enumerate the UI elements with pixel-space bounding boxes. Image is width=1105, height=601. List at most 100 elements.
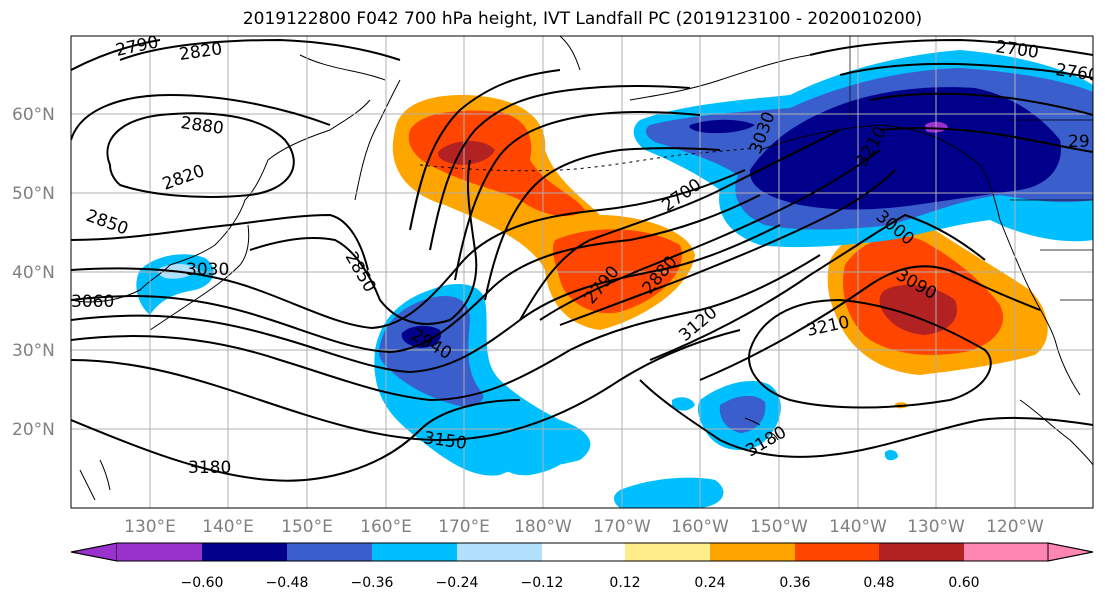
colorbar-segment: [542, 543, 625, 561]
lat-label: 40°N: [12, 263, 55, 283]
colorbar-segment: [202, 543, 287, 561]
shade-neg-subtrop2-mid: [719, 395, 766, 433]
lon-label: 170°W: [593, 517, 651, 537]
colorbar-tick-label: −0.24: [436, 575, 479, 591]
shade-neg-subtrop1: [499, 438, 573, 476]
contour-north-east4: [879, 127, 1093, 153]
colorbar-segment: [625, 543, 710, 561]
height-contours: [71, 38, 1093, 482]
colorbar-segment: [795, 543, 879, 561]
contour-3150: [71, 329, 741, 442]
contour-2850-wave: [249, 159, 478, 325]
lon-label: 130°W: [907, 517, 965, 537]
colorbar-tick-label: −0.48: [266, 575, 309, 591]
lon-label: 150°W: [750, 517, 808, 537]
contour-label: 3180: [188, 458, 231, 478]
colorbar-segment: [710, 543, 795, 561]
colorbar-tick-label: −0.60: [181, 575, 224, 591]
contour-3180-north: [71, 399, 521, 482]
contour-3060: [71, 194, 761, 354]
colorbar-tick-label: −0.36: [351, 575, 394, 591]
colorbar-segment: [287, 543, 372, 561]
lon-label: 130°E: [124, 517, 176, 537]
contour-label: 3030: [186, 260, 229, 280]
ivt-shading: [136, 50, 1093, 508]
longitude-axis: 130°E 140°E 150°E 160°E 170°E 180°W 170°…: [124, 517, 1044, 537]
lon-label: 140°E: [202, 517, 254, 537]
colorbar-segment: [879, 543, 964, 561]
shade-pos-wnp-deep: [438, 141, 495, 165]
contour-3090-east: [699, 265, 1041, 381]
shade-neg-subtrop3: [614, 477, 724, 508]
coast-kamchatka: [354, 79, 401, 201]
contour-2700: [519, 129, 841, 321]
contour-3180-south: [639, 379, 1093, 458]
shade-neg-alaska-dark2: [689, 119, 755, 134]
shade-neg-alaska-dark: [749, 87, 1061, 210]
colorbar-segment: [964, 543, 1048, 561]
colorbar-tick-label: 0.48: [863, 575, 894, 591]
shade-pos-wnp-strong: [408, 110, 585, 217]
lon-label: 140°W: [829, 517, 887, 537]
colorbar: [70, 542, 1094, 562]
contour-label: 29: [1068, 132, 1090, 152]
contour-2850: [71, 213, 369, 271]
colorbar-tick-label: −0.12: [521, 575, 564, 591]
colorbar-max-extend: [1047, 542, 1094, 562]
lon-label: 160°W: [671, 517, 729, 537]
contour-trough4: [484, 147, 721, 301]
coast-baja: [1019, 399, 1093, 466]
colorbar-ticks: −0.60 −0.48 −0.36 −0.24 −0.12 0.12 0.24 …: [181, 575, 980, 591]
lon-label: 180°W: [514, 517, 572, 537]
lat-label: 50°N: [12, 184, 55, 204]
gridlines: [71, 36, 1093, 508]
contour-label: 3060: [71, 292, 114, 312]
map-frame: [70, 35, 1094, 509]
lon-label: 170°E: [438, 517, 490, 537]
boundary-canada: [849, 36, 1093, 301]
coastlines: [71, 36, 1093, 501]
lat-label: 20°N: [12, 420, 55, 440]
lon-label: 160°E: [360, 517, 412, 537]
coast-asia: [71, 36, 581, 303]
contour-3090: [71, 224, 781, 374]
contour-2790-mid: [539, 149, 881, 321]
contour-3000: [649, 213, 986, 361]
contour-3210: [748, 298, 992, 409]
contour-trough1: [409, 69, 561, 231]
map-panel: 2790 2820 2880 2820 2850 3030 3060 2850 …: [70, 35, 1094, 509]
contour-north-east2: [839, 62, 1093, 79]
latitude-axis: 60°N 50°N 40°N 30°N 20°N: [12, 105, 55, 440]
lon-label: 120°W: [986, 517, 1044, 537]
contour-trough3: [454, 110, 701, 281]
contour-trough2: [429, 84, 691, 251]
lon-label: 150°E: [281, 517, 333, 537]
shade-neg-wnp-dark: [401, 325, 441, 348]
contour-north-east1: [809, 38, 1093, 56]
coast-hawaii: [744, 417, 779, 441]
colorbar-tick-label: 0.60: [948, 575, 979, 591]
colorbar-segment: [117, 543, 202, 561]
colorbar-tick-label: 0.36: [779, 575, 810, 591]
colorbar-segment: [457, 543, 542, 561]
contour-2790: [71, 39, 161, 71]
colorbar-tick-label: 0.24: [694, 575, 725, 591]
shade-pos-enp-deep: [879, 284, 957, 335]
colorbar-tick-label: 0.12: [609, 575, 640, 591]
contour-3120: [71, 254, 821, 402]
contour-2880: [71, 93, 331, 141]
colorbar-segment: [372, 543, 457, 561]
coast-alaska: [629, 54, 1081, 396]
contour-3030: [71, 169, 746, 330]
contour-2820: [119, 38, 401, 61]
coast-japan: [149, 224, 250, 331]
shade-neg-small2: [885, 449, 898, 461]
contour-north-east3: [869, 92, 1093, 116]
colorbar-min-extend: [70, 542, 118, 562]
lat-label: 30°N: [12, 341, 55, 361]
shade-neg-wnp-mid: [378, 296, 484, 407]
colorbar-outline: [70, 542, 1094, 562]
contour-2880-mid: [559, 169, 896, 326]
shade-neg-small1: [672, 397, 695, 411]
coast-philippines: [79, 459, 111, 501]
